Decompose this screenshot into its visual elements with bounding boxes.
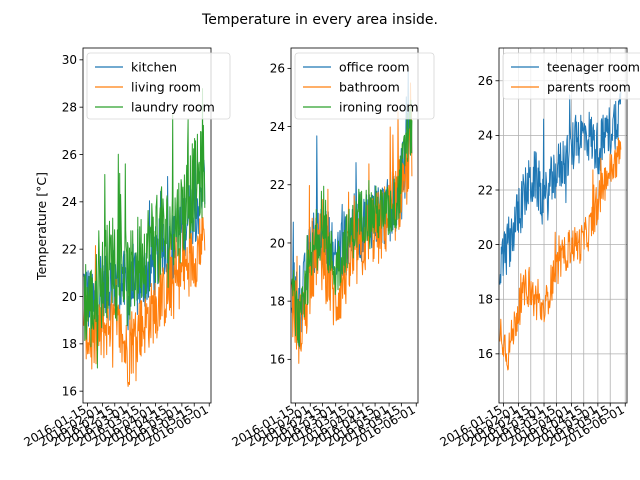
legend-label: ironing room — [339, 100, 419, 115]
subplot-3: 1618202224262016-01-152016-02-012016-02-… — [438, 47, 640, 449]
y-tick-label: 18 — [62, 337, 77, 351]
legend-box — [86, 52, 231, 120]
y-tick-label: 24 — [270, 120, 285, 134]
y-tick-label: 22 — [62, 242, 77, 256]
subplots: 16182022242628302016-01-152016-02-012016… — [22, 47, 640, 449]
series-group — [499, 91, 622, 371]
series-group — [83, 88, 206, 387]
subplot-1: 16182022242628302016-01-152016-02-012016… — [22, 47, 231, 449]
legend-label: teenager room — [547, 60, 640, 75]
y-tick-label: 18 — [270, 294, 285, 308]
legend-label: living room — [131, 80, 201, 95]
axes-frame — [82, 47, 212, 404]
legend-box — [294, 52, 435, 120]
axes-frame — [498, 47, 628, 404]
legend-label: parents room — [547, 80, 631, 95]
legend-label: office room — [339, 60, 410, 75]
y-tick-label: 28 — [62, 100, 77, 114]
axes-frame — [290, 47, 419, 404]
legend: office room bathroom ironing room — [294, 52, 435, 120]
legend-label: bathroom — [339, 80, 400, 95]
y-tick-label: 16 — [62, 384, 77, 398]
y-tick-label: 26 — [62, 148, 77, 162]
y-tick-label: 16 — [478, 347, 493, 361]
subplot-2: 1618202224262016-01-152016-02-012016-02-… — [229, 47, 435, 449]
y-tick-label: 20 — [478, 238, 493, 252]
y-tick-label: 22 — [270, 178, 285, 192]
y-tick-label: 22 — [478, 183, 493, 197]
legend-label: kitchen — [131, 60, 177, 75]
y-tick-label: 16 — [270, 353, 285, 367]
y-tick-label: 26 — [478, 74, 493, 88]
y-axis-label: Temperature [°C] — [34, 172, 49, 281]
y-tick-label: 30 — [62, 53, 77, 67]
y-tick-label: 24 — [478, 129, 493, 143]
legend: kitchen living room laundry room — [86, 52, 231, 120]
chart-title: Temperature in every area inside. — [201, 12, 438, 28]
series-line-laundry-room — [83, 88, 206, 369]
series-line-parents-room — [499, 137, 622, 371]
legend-label: laundry room — [131, 100, 215, 115]
series-group — [291, 70, 413, 364]
y-tick-label: 24 — [62, 195, 77, 209]
y-tick-label: 26 — [270, 62, 285, 76]
legend: teenager room parents room — [502, 52, 640, 100]
y-tick-label: 20 — [270, 236, 285, 250]
y-tick-label: 20 — [62, 290, 77, 304]
y-tick-label: 18 — [478, 293, 493, 307]
series-line-ironing-room — [291, 99, 413, 348]
series-line-living-room — [83, 208, 206, 387]
